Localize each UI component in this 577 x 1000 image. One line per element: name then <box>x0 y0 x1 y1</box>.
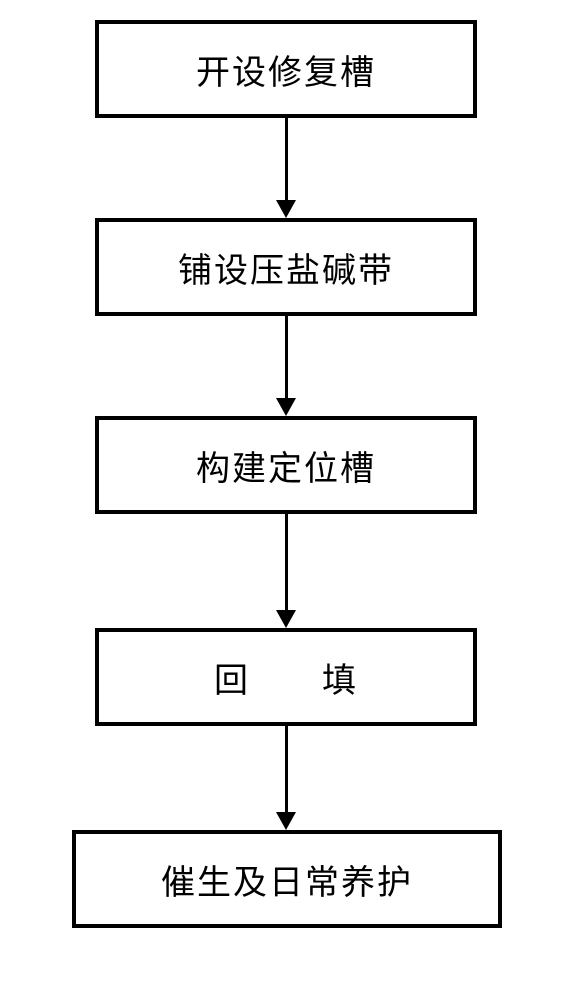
flow-node-label: 铺设压盐碱带 <box>178 243 394 292</box>
flow-node-n1: 开设修复槽 <box>95 20 477 118</box>
flow-node-label: 回 填 <box>214 653 358 702</box>
flow-node-n3: 构建定位槽 <box>95 416 477 514</box>
flow-node-label: 开设修复槽 <box>196 45 376 94</box>
flow-node-n2: 铺设压盐碱带 <box>95 218 477 316</box>
flow-node-n4: 回 填 <box>95 628 477 726</box>
flow-node-label: 催生及日常养护 <box>161 855 413 904</box>
flow-node-n5: 催生及日常养护 <box>72 830 502 928</box>
flowchart-canvas: 开设修复槽铺设压盐碱带构建定位槽回 填催生及日常养护 <box>0 0 577 1000</box>
flow-node-label: 构建定位槽 <box>196 441 376 490</box>
